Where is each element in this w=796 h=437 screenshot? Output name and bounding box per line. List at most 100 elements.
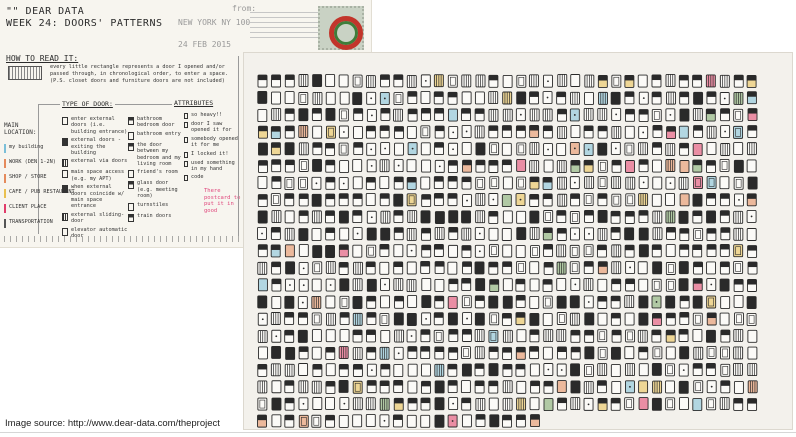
- door-glyph: [597, 278, 608, 292]
- door-glyph: [311, 278, 322, 292]
- door-glyph: [434, 414, 445, 428]
- door-glyph: [352, 296, 363, 309]
- door-glyph: [339, 397, 350, 411]
- door-glyph-icon: [184, 136, 188, 143]
- main-location-heading: MAIN LOCATION:: [4, 122, 37, 136]
- door-glyph: [475, 397, 486, 411]
- door-glyph: [543, 210, 554, 223]
- door-glyph: [733, 125, 744, 139]
- door-glyph: [501, 125, 512, 139]
- door-glyph: [394, 142, 404, 156]
- door-glyph: [652, 346, 663, 360]
- door-glyph: [597, 125, 608, 139]
- door-glyph: [706, 228, 717, 241]
- door-glyph: [379, 346, 390, 360]
- legend-label: external via doors: [71, 158, 128, 165]
- legend-item: train doors: [128, 213, 182, 222]
- door-glyph: [312, 74, 323, 88]
- legend-label: when external doors coincide w/ main spa…: [71, 184, 125, 210]
- door-glyph: [584, 209, 594, 223]
- door-glyph: [420, 107, 431, 121]
- door-glyph: [325, 176, 336, 190]
- door-glyph: [298, 346, 309, 360]
- door-glyph: [638, 210, 649, 223]
- door-glyph: [583, 244, 594, 258]
- door-glyph: [733, 294, 744, 308]
- door-glyph: [379, 414, 390, 428]
- door-glyph: [733, 261, 744, 274]
- door-glyph: [733, 328, 744, 342]
- door-glyph: [460, 380, 471, 394]
- door-glyph: [488, 125, 499, 139]
- door-glyph: [284, 244, 295, 258]
- door-glyph: [569, 227, 580, 241]
- how-to-read-heading: HOW TO READ IT:: [6, 54, 79, 63]
- legend-label: main space access (e.g. my APT): [71, 169, 125, 182]
- door-glyph: [693, 346, 704, 360]
- door-glyph: [610, 397, 621, 411]
- door-glyph: [638, 91, 649, 105]
- door-glyph: [312, 364, 323, 377]
- door-glyph: [338, 125, 349, 139]
- door-glyph: [502, 363, 513, 377]
- door-glyph: [515, 363, 526, 377]
- legend-item: the door between my bedroom and my livin…: [128, 142, 182, 168]
- door-glyph: [529, 176, 540, 190]
- door-glyph: [610, 91, 621, 105]
- door-glyph: [420, 90, 431, 104]
- door-glyph: [257, 380, 268, 394]
- door-glyph: [488, 227, 499, 241]
- door-glyph: [543, 329, 554, 343]
- door-glyph: [556, 91, 567, 105]
- door-glyph: [719, 243, 730, 257]
- door-glyph: [733, 176, 744, 190]
- door-glyph: [747, 245, 758, 258]
- door-glyph: [624, 295, 635, 309]
- door-glyph: [325, 245, 336, 258]
- door-glyph: [651, 109, 662, 122]
- door-glyph: [583, 125, 594, 139]
- door-glyph: [434, 346, 445, 360]
- door-glyph-icon: [184, 175, 188, 182]
- door-glyph: [502, 108, 513, 122]
- door-glyph: [475, 142, 486, 156]
- door-glyph: [665, 295, 676, 309]
- door-glyph: [557, 193, 568, 207]
- door-glyph: [516, 142, 527, 156]
- door-glyph: [666, 226, 676, 240]
- door-glyph: [557, 176, 567, 190]
- door-glyph: [502, 295, 513, 309]
- door-glyph: [598, 91, 608, 105]
- door-glyph: [488, 91, 499, 105]
- door-glyph: [366, 312, 377, 325]
- door-glyph: [611, 261, 622, 275]
- door-glyph: [556, 228, 567, 241]
- door-glyph: [501, 228, 512, 241]
- door-glyph: [338, 142, 349, 156]
- door-glyph: [352, 380, 363, 394]
- door-glyph: [270, 193, 281, 206]
- door-glyph: [271, 380, 282, 394]
- door-glyph: [271, 91, 281, 105]
- legend-label: turnstiles: [137, 201, 169, 208]
- door-glyph: [515, 108, 526, 122]
- door-glyph: [678, 210, 689, 224]
- door-glyph: [366, 91, 377, 105]
- door-glyph: [542, 177, 553, 190]
- door-glyph: [692, 312, 703, 326]
- door-glyph: [447, 414, 458, 428]
- door-glyph: [720, 380, 731, 394]
- door-glyph: [338, 74, 349, 88]
- door-glyph: [434, 125, 445, 139]
- door-glyph: [461, 397, 472, 411]
- door-glyph: [502, 261, 513, 275]
- location-item: my building: [4, 144, 43, 153]
- door-glyph: [665, 363, 675, 377]
- door-type-legend-2: bathroom bedroom door bathroom entry the d…: [128, 116, 182, 224]
- door-glyph: [611, 74, 622, 88]
- door-glyph: [692, 328, 703, 342]
- door-glyph: [474, 244, 485, 258]
- door-glyph: [447, 160, 458, 174]
- door-glyph: [393, 364, 404, 378]
- door-glyph: [679, 244, 690, 258]
